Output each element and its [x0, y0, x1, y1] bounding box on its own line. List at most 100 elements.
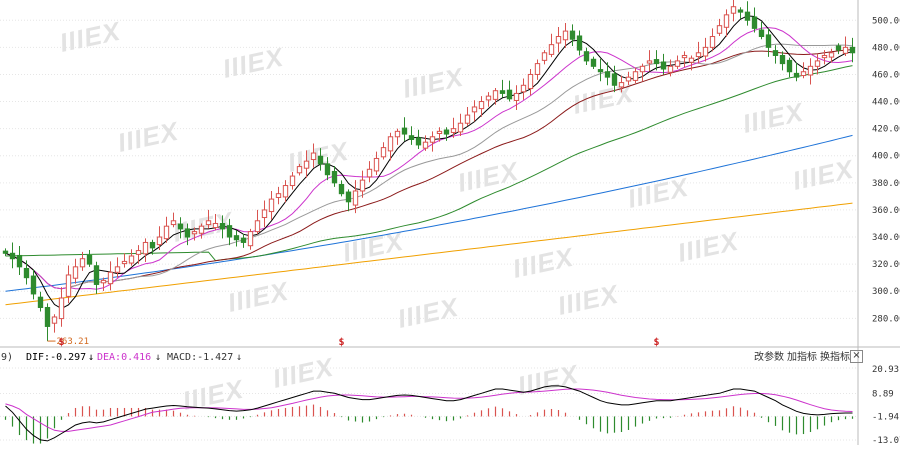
- candle-body: [583, 51, 590, 62]
- candle-body: [282, 185, 289, 198]
- candle-body: [2, 250, 9, 254]
- candle-body: [9, 252, 16, 260]
- candle-body: [100, 279, 107, 284]
- candle-body: [625, 76, 632, 82]
- y-tick-label: 500.00: [872, 16, 900, 26]
- y-tick-label: 380.00: [872, 179, 900, 189]
- candle-body: [436, 130, 443, 135]
- y-tick-label: 320.00: [872, 260, 900, 270]
- candle-body: [835, 45, 842, 51]
- candle-body: [513, 92, 520, 101]
- candle-body: [268, 198, 275, 213]
- ma120-line: [5, 134, 853, 292]
- dea-arrow: ↓: [155, 352, 162, 363]
- candle-body: [114, 266, 121, 273]
- candle-body: [555, 36, 562, 44]
- macd-label: MACD:-1.427: [167, 352, 234, 363]
- y-tick-label: 360.00: [872, 206, 900, 216]
- candle-body: [121, 260, 128, 265]
- candle-body: [604, 71, 611, 78]
- candle-body: [226, 225, 233, 238]
- candle-body: [135, 250, 142, 255]
- dividend-marker: $: [59, 337, 65, 348]
- watermark-logo: IIIEX: [395, 292, 462, 334]
- candle-body: [681, 54, 688, 59]
- candle-body: [737, 9, 744, 13]
- close-icon[interactable]: ×: [850, 350, 863, 363]
- y-tick-label: 460.00: [872, 70, 900, 80]
- watermark-logo: IIIEX: [115, 116, 182, 158]
- y-tick-label: 400.00: [872, 152, 900, 162]
- candle-body: [730, 6, 737, 14]
- candle-body: [639, 65, 646, 73]
- macd-tick-label: 20.93: [872, 365, 899, 375]
- candle-body: [366, 168, 373, 178]
- edit-params-button[interactable]: 改参数: [754, 352, 784, 363]
- candle-body: [373, 157, 380, 172]
- candle-body: [240, 237, 247, 243]
- y-tick-label: 440.00: [872, 98, 900, 108]
- candle-body: [765, 34, 772, 48]
- candle-body: [16, 254, 23, 268]
- candle-body: [408, 135, 415, 140]
- candle-body: [261, 209, 268, 219]
- candle-body: [380, 147, 387, 158]
- candle-body: [849, 46, 856, 54]
- macd-panel: 20.93 8.89 -1.94 -13.07: [0, 365, 900, 446]
- candle-body: [23, 267, 30, 279]
- y-tick-label: 300.00: [872, 287, 900, 297]
- candle-body: [219, 222, 226, 230]
- dif-line: [5, 385, 853, 442]
- ma20-line: [5, 43, 853, 290]
- add-indicator-button[interactable]: 加指标: [787, 352, 817, 363]
- candle-body: [751, 16, 758, 29]
- price-axis: 500.00 480.00 460.00 440.00 420.00 400.00 380.…: [872, 16, 900, 324]
- switch-indicator-button[interactable]: 换指标: [820, 352, 850, 363]
- candle-body: [387, 136, 394, 152]
- candle-body: [562, 30, 569, 41]
- dea-line: [5, 388, 853, 432]
- watermark-layer: IIIEX IIIEX IIIEX IIIEX IIIEX IIIEX IIIEX IIIEX…: [57, 16, 857, 416]
- candle-body: [443, 129, 450, 135]
- candle-body: [429, 136, 436, 143]
- candle-body: [86, 254, 93, 265]
- candle-body: [534, 63, 541, 75]
- watermark-logo: IIIEX: [220, 42, 287, 84]
- watermark-logo: IIIEX: [740, 97, 807, 139]
- candle-body: [198, 225, 205, 234]
- candle-body: [667, 65, 674, 73]
- candle-body: [191, 231, 198, 235]
- candle-body: [212, 222, 219, 229]
- candle-body: [289, 175, 296, 187]
- candle-body: [247, 231, 254, 247]
- candle-body: [702, 46, 709, 57]
- moving-average-lines: [5, 15, 853, 310]
- ma10-line: [5, 27, 853, 290]
- watermark-logo: IIIEX: [400, 62, 467, 104]
- candle-body: [37, 296, 44, 308]
- candle-body: [646, 60, 653, 64]
- candle-body: [51, 316, 58, 324]
- candle-body: [520, 84, 527, 93]
- candle-body: [779, 54, 786, 65]
- watermark-logo: IIIEX: [570, 78, 637, 120]
- candle-body: [401, 127, 408, 135]
- candle-body: [72, 266, 79, 279]
- candle-body: [359, 179, 366, 192]
- candle-body: [723, 14, 730, 28]
- candle-body: [296, 166, 303, 174]
- watermark-logo: IIIEX: [57, 16, 124, 58]
- candlesticks: [2, 0, 856, 342]
- candle-body: [44, 306, 51, 327]
- candle-body: [618, 82, 625, 88]
- candle-body: [744, 11, 751, 21]
- candle-body: [275, 193, 282, 198]
- candle-body: [149, 241, 156, 249]
- dif-label: DIF:-0.297: [26, 352, 87, 363]
- watermark-logo: IIIEX: [180, 374, 247, 416]
- watermark-logo: IIIEX: [225, 276, 292, 318]
- dif-arrow: ↓: [88, 352, 95, 363]
- candle-body: [177, 223, 184, 230]
